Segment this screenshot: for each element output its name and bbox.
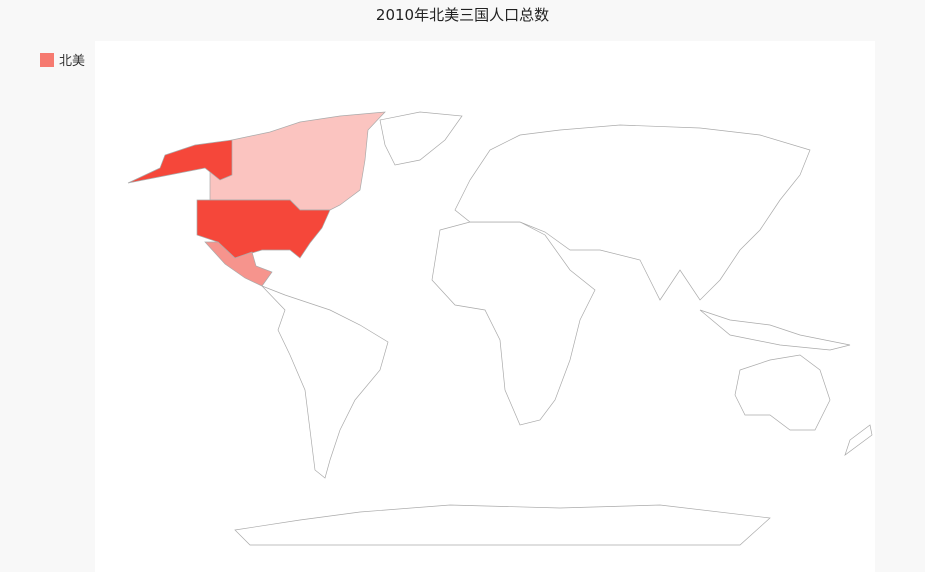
legend-swatch — [40, 52, 54, 67]
chart-title: 2010年北美三国人口总数 — [375, 6, 550, 24]
region-antarctica[interactable] — [234, 504, 771, 546]
region-new-zealand[interactable] — [844, 424, 873, 456]
legend-label: 北美 — [59, 54, 86, 69]
region-south-america[interactable] — [261, 285, 389, 479]
region-southeast-asia[interactable] — [699, 309, 851, 351]
region-greenland[interactable] — [379, 111, 463, 166]
region-mexico[interactable] — [204, 241, 273, 287]
region-australia[interactable] — [734, 354, 831, 431]
region-alaska[interactable] — [127, 139, 233, 184]
legend-item-north-america[interactable]: 北美 — [40, 50, 85, 69]
region-africa[interactable] — [431, 221, 596, 426]
region-canada[interactable] — [209, 111, 386, 211]
region-eurasia[interactable] — [454, 124, 811, 301]
